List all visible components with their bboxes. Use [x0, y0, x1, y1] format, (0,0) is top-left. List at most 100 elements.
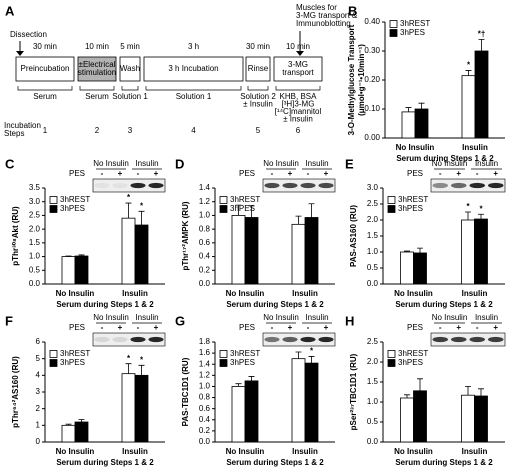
x-tick-label: Insulin	[122, 447, 148, 456]
step-solution: Solution 2	[240, 92, 276, 101]
blot-band	[487, 182, 504, 189]
legend-label: 3hPES	[230, 358, 255, 367]
step-box-label: Wash	[120, 64, 140, 73]
arrow-head	[16, 51, 24, 56]
y-tick-label: 1.0	[367, 397, 379, 406]
legend-swatch	[389, 29, 398, 37]
bar	[474, 218, 488, 285]
y-tick-label: 1	[36, 420, 41, 429]
legend-label: 3hREST	[60, 195, 90, 204]
error-bar	[465, 211, 471, 220]
legend-swatch	[219, 205, 228, 213]
error-bar	[417, 378, 423, 391]
significance-mark: *†	[478, 30, 486, 39]
blot-sign: +	[118, 323, 123, 332]
blot-band	[264, 182, 280, 189]
x-tick-label: No Insulin	[226, 447, 265, 456]
panel-letter: G	[175, 313, 185, 328]
blot-band	[94, 336, 110, 343]
legend-swatch	[387, 196, 396, 204]
bracket	[79, 86, 115, 91]
y-tick-label: 1.2	[199, 370, 211, 379]
error-bar	[65, 423, 72, 426]
steps-label: Steps	[4, 129, 24, 138]
bar	[474, 50, 489, 139]
y-tick-label: 0.5	[367, 417, 379, 426]
y-tick-label: 1.0	[199, 211, 211, 220]
y-axis-label: PAS-AS160 (RU)	[349, 205, 358, 267]
blot-row-label: PES	[407, 169, 423, 178]
blot-sign: -	[307, 169, 310, 178]
step-solution: ± Insulin	[243, 100, 273, 109]
y-tick-label: 0	[36, 437, 41, 446]
blot-group-label: Insulin	[135, 313, 158, 322]
significance-mark: *	[297, 342, 301, 351]
bar	[413, 390, 427, 443]
significance-mark: *	[479, 204, 483, 213]
bar	[61, 256, 76, 285]
y-tick-label: 1.2	[199, 197, 211, 206]
blot-group-label: No Insulin	[93, 313, 129, 322]
error-bar	[235, 204, 242, 216]
y-tick-label: 2.5	[29, 211, 41, 220]
step-time: 10 min	[286, 42, 310, 51]
significance-mark: *	[140, 201, 144, 210]
legend-swatch	[219, 359, 228, 367]
step-number: 4	[191, 126, 196, 135]
significance-mark: *	[466, 202, 470, 211]
y-tick-label: 2	[36, 404, 41, 413]
y-tick-label: 0.8	[199, 224, 211, 233]
bar	[400, 397, 414, 443]
y-tick-label: 2.5	[367, 199, 379, 208]
blot-group-label: Insulin	[475, 313, 498, 322]
x-tick-label: Insulin	[292, 447, 318, 456]
step-solution: KHB, BSA	[280, 92, 318, 101]
y-tick-label: 1.5	[367, 231, 379, 240]
panel-letter: E	[345, 156, 354, 171]
error-bar	[65, 255, 72, 257]
legend-swatch	[387, 205, 396, 213]
blot-sign: +	[493, 169, 498, 178]
blot-image	[430, 178, 506, 193]
step-time: 30 min	[246, 42, 270, 51]
steps-label: Incubation	[4, 121, 41, 130]
bar	[413, 252, 427, 285]
error-bar	[138, 210, 145, 226]
step-box	[245, 56, 271, 82]
x-tick-label: Insulin	[122, 289, 148, 298]
y-tick-label: 0.0	[29, 279, 41, 288]
error-bar	[404, 394, 410, 398]
bar	[304, 217, 319, 285]
blot-row-label: PES	[407, 323, 423, 332]
error-bar	[235, 383, 242, 387]
legend-swatch	[49, 196, 58, 204]
blot-row-label: PES	[239, 323, 255, 332]
arrow-head	[296, 51, 304, 56]
y-tick-label: 0.6	[199, 238, 211, 247]
bar	[121, 217, 136, 285]
blot-group-label: No Insulin	[93, 159, 129, 168]
error-bar	[78, 419, 85, 422]
final-label: Muscles for	[296, 3, 337, 12]
legend-label: 3hREST	[400, 19, 430, 28]
y-tick-label: 0.0	[367, 437, 379, 446]
y-tick-label: 2.0	[367, 215, 379, 224]
x-tick-label: No Insulin	[396, 143, 435, 152]
significance-mark: *	[140, 355, 144, 364]
y-tick-label: 2.0	[367, 357, 379, 366]
step-box	[143, 56, 244, 82]
legend-swatch	[219, 196, 228, 204]
significance-mark: *	[127, 354, 131, 363]
legend-label: 3hREST	[398, 195, 428, 204]
blot-sign: -	[476, 323, 479, 332]
blot-sign: -	[271, 169, 274, 178]
step-number: 1	[43, 126, 48, 135]
blot-band	[318, 336, 334, 343]
blot-sign: +	[456, 323, 461, 332]
blot-image	[92, 178, 166, 193]
blot-band	[148, 182, 164, 189]
blot-group-label: Insulin	[305, 159, 328, 168]
step-number: 6	[296, 126, 301, 135]
y-axis-label: pThr¹⁷²AMPK (RU)	[181, 201, 190, 270]
